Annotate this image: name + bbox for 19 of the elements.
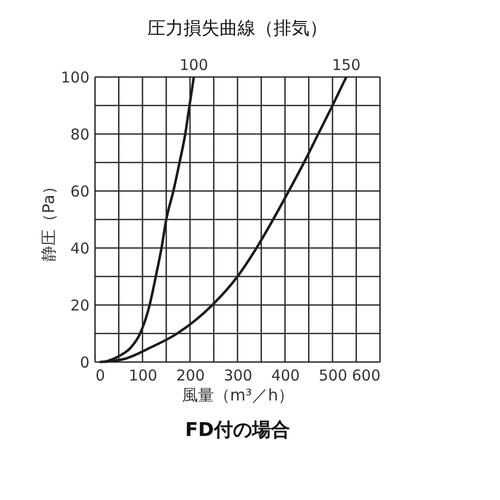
x-axis-title: 風量（m³／h）: [182, 386, 294, 404]
y-tick-label: 80: [70, 126, 90, 144]
x-tick-label: 0: [96, 366, 106, 384]
series-label: 150: [332, 56, 361, 74]
x-tick-label: 500: [318, 366, 348, 384]
y-tick-label: 0: [80, 354, 90, 372]
series-label: 100: [179, 56, 208, 74]
x-tick-label: 200: [176, 366, 205, 384]
y-tick-label: 100: [60, 68, 90, 86]
y-tick-label: 40: [70, 240, 90, 258]
x-tick-label: 600: [352, 366, 380, 384]
x-tick-label: 400: [271, 366, 300, 384]
y-axis-title: 静圧（Pa）: [38, 178, 58, 262]
text: FD付の場合: [185, 419, 290, 441]
y-tick-label: 20: [70, 296, 90, 314]
x-tick-label: 300: [224, 366, 252, 384]
y-tick-label: 60: [70, 182, 90, 200]
x-tick-label: 100: [128, 366, 158, 384]
chart-title: 圧力損失曲線（排気）: [148, 18, 328, 39]
